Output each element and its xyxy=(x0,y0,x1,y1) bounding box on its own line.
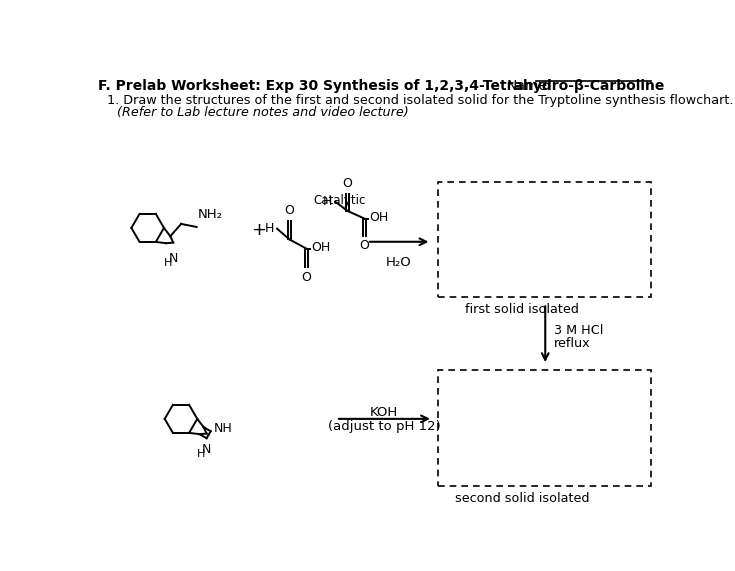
Text: H₂O: H₂O xyxy=(386,256,412,268)
Text: H: H xyxy=(197,449,205,459)
Text: O: O xyxy=(343,177,353,190)
Text: (Refer to Lab lecture notes and video lecture): (Refer to Lab lecture notes and video le… xyxy=(118,106,409,119)
Text: H: H xyxy=(323,195,332,208)
Text: reflux: reflux xyxy=(553,337,590,350)
Text: Name:: Name: xyxy=(506,79,552,93)
Text: O: O xyxy=(359,239,370,252)
Text: second solid isolated: second solid isolated xyxy=(455,492,589,505)
Text: O: O xyxy=(284,204,295,217)
Text: +: + xyxy=(251,221,266,239)
Text: KOH: KOH xyxy=(370,406,398,419)
Text: N: N xyxy=(168,252,178,265)
Text: (adjust to pH 12): (adjust to pH 12) xyxy=(328,420,440,433)
Bar xyxy=(438,371,651,486)
Text: H: H xyxy=(164,258,172,268)
Text: N: N xyxy=(202,443,211,456)
Text: OH: OH xyxy=(311,240,331,254)
Text: F. Prelab Worksheet: Exp 30 Synthesis of 1,2,3,4-Tetrahydro-β-Carboline: F. Prelab Worksheet: Exp 30 Synthesis of… xyxy=(98,79,664,93)
Text: first solid isolated: first solid isolated xyxy=(465,303,579,316)
Bar xyxy=(438,183,651,297)
Text: H: H xyxy=(265,222,274,235)
Text: Catalytic: Catalytic xyxy=(314,194,366,207)
Text: 1. Draw the structures of the first and second isolated solid for the Tryptoline: 1. Draw the structures of the first and … xyxy=(107,94,734,107)
Text: NH: NH xyxy=(214,421,232,435)
Text: NH₂: NH₂ xyxy=(198,208,223,221)
Text: OH: OH xyxy=(369,211,389,224)
Text: O: O xyxy=(301,271,312,284)
Text: 3 M HCl: 3 M HCl xyxy=(553,324,603,337)
